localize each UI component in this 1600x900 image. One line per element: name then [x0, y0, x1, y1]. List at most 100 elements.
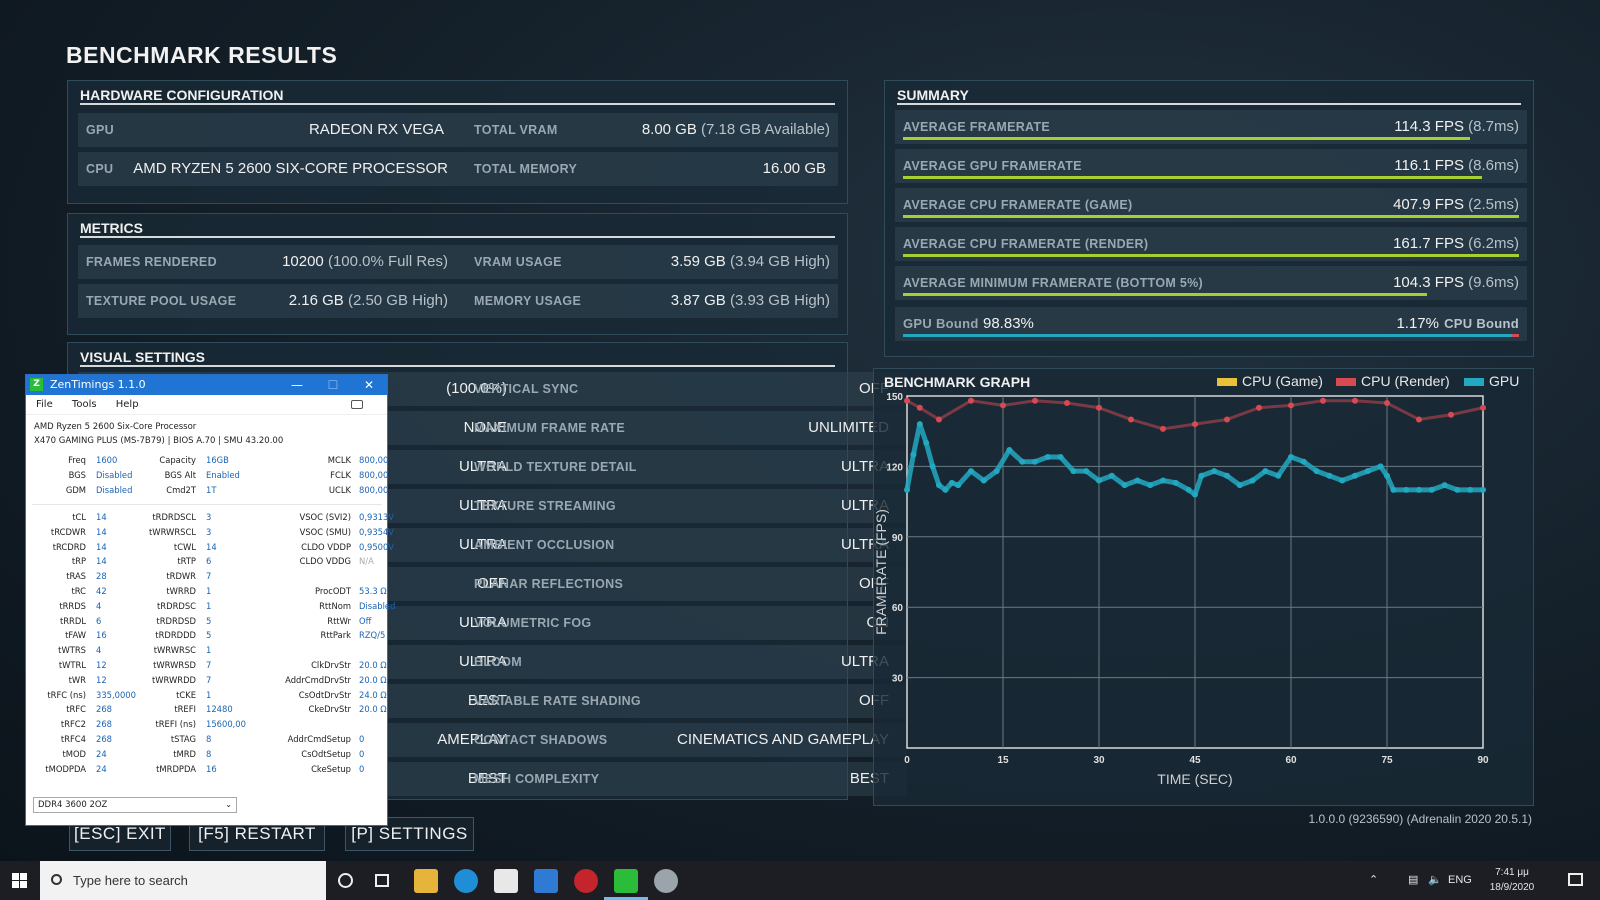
minimize-icon[interactable]: — [291, 378, 303, 392]
setting-label: VARIABLE RATE SHADING [474, 694, 641, 708]
preset-select[interactable]: DDR4 3600 2OZ ⌄ [33, 797, 237, 813]
metrics-row: TEXTURE POOL USAGE 2.16 GB (2.50 GB High… [78, 284, 838, 318]
setting-label: BLOOM [474, 655, 523, 669]
maximize-icon[interactable]: ☐ [327, 378, 339, 392]
timing-value: 12480 [206, 704, 233, 715]
menu-tools[interactable]: Tools [71, 399, 97, 410]
timing-value: 4 [96, 600, 102, 611]
summary-value: 161.7 FPS (6.2ms) [1393, 235, 1519, 252]
cortana-icon[interactable] [338, 873, 353, 888]
file-explorer-icon[interactable] [414, 869, 438, 893]
game-app-icon[interactable] [654, 869, 678, 893]
x-tick-label: 15 [997, 755, 1009, 766]
menu-file[interactable]: File [36, 399, 53, 410]
series-line [904, 421, 1483, 498]
timings-table: Freq 1600 Capacity 16GB MCLK 800,00 BGS Disable… [26, 375, 395, 827]
timing-label: FCLK [330, 470, 351, 480]
volume-icon[interactable]: 🔈 [1428, 874, 1442, 886]
store-icon[interactable] [494, 869, 518, 893]
timing-value: 3 [206, 512, 212, 522]
x-tick-label: 0 [904, 755, 910, 766]
timing-value: 1 [206, 689, 212, 700]
gpu-label: GPU [86, 123, 114, 137]
cpu-value: AMD RYZEN 5 2600 SIX-CORE PROCESSOR [133, 160, 448, 177]
summary-panel: SUMMARY AVERAGE FRAMERATE 114.3 FPS (8.7m… [884, 80, 1534, 357]
setting-left-value: BEST [467, 692, 507, 709]
mail-icon[interactable] [534, 869, 558, 893]
zentimings-titlebar[interactable]: Z ZenTimings 1.1.0 — ☐ ✕ [26, 375, 387, 395]
timing-label: tREFI [174, 704, 196, 715]
total-vram-label: TOTAL VRAM [474, 123, 558, 137]
summary-label: AVERAGE CPU FRAMERATE (RENDER) [903, 237, 1149, 251]
setting-left-value: ULTRA [458, 614, 507, 631]
summary-label: AVERAGE FRAMERATE [903, 120, 1051, 134]
clock[interactable]: 7:41 μμ 18/9/2020 [1484, 865, 1540, 895]
timing-value: 20.0 Ω [359, 704, 387, 715]
task-view-icon[interactable] [375, 874, 389, 887]
taskbar-search-input[interactable]: Type here to search [40, 861, 326, 900]
timing-label: tRDRDSD [156, 615, 196, 626]
timing-label: VSOC (SMU) [299, 526, 351, 537]
windows-start-icon[interactable] [12, 873, 27, 888]
summary-label: AVERAGE MINIMUM FRAMERATE (BOTTOM 5%) [903, 276, 1203, 290]
zentimings-title: ZenTimings 1.1.0 [50, 378, 146, 391]
screenshot-icon[interactable] [351, 400, 363, 409]
timing-label: RttPark [320, 630, 352, 641]
timing-label: MCLK [327, 455, 351, 465]
timing-value: 16GB [206, 455, 229, 465]
timing-label: tCWL [173, 541, 196, 552]
timing-label: CsOdtDrvStr [298, 689, 351, 700]
timing-value: 7 [206, 571, 212, 582]
timing-value: 0 [359, 763, 365, 774]
zentimings-taskbar-icon[interactable] [614, 869, 638, 893]
legend-cpu-render: CPU (Render) [1336, 373, 1450, 389]
timing-label: CLDO VDDP [301, 541, 351, 552]
hardware-heading: HARDWARE CONFIGURATION [80, 87, 835, 105]
setting-left-value: OFF [477, 575, 507, 592]
total-memory-label: TOTAL MEMORY [474, 162, 578, 176]
memory-usage-label: MEMORY USAGE [474, 294, 582, 308]
cpu-bound-bar [1512, 334, 1519, 337]
timing-value: 800,00 [359, 455, 389, 465]
radeon-icon[interactable] [574, 869, 598, 893]
cpu-bound-label: CPU Bound [1444, 316, 1519, 331]
timing-value: Enabled [206, 470, 240, 480]
zentimings-sysinfo: AMD Ryzen 5 2600 Six-Core Processor X470… [26, 415, 387, 448]
summary-row: AVERAGE CPU FRAMERATE (RENDER) 161.7 FPS … [895, 227, 1527, 261]
menu-help[interactable]: Help [115, 399, 139, 410]
notification-icon[interactable] [1568, 873, 1583, 886]
timing-label: VSOC (SVI2) [299, 512, 351, 522]
network-icon[interactable]: ▤ [1408, 874, 1419, 886]
timing-label: tRTP [177, 556, 196, 567]
divider [32, 504, 382, 505]
timing-label: CsOdtSetup [301, 748, 351, 759]
page-title: BENCHMARK RESULTS [66, 42, 338, 68]
timing-label: ProcODT [314, 586, 351, 596]
timing-value: 268 [96, 719, 112, 730]
timing-value: 800,00 [359, 485, 389, 495]
edge-icon[interactable] [454, 869, 478, 893]
visual-settings-heading: VISUAL SETTINGS [80, 349, 835, 367]
timing-value: 6 [206, 556, 212, 567]
metrics-heading: METRICS [80, 220, 835, 238]
setting-label: CONTACT SHADOWS [474, 733, 608, 747]
timing-value: 335,0000 [96, 689, 136, 700]
timing-value: 0,9500V [359, 541, 395, 552]
timing-value: 0,9354V [359, 526, 395, 537]
settings-button[interactable]: [P] SETTINGS [345, 817, 474, 851]
timing-label: AddrCmdSetup [287, 734, 351, 744]
chevron-up-icon[interactable]: ⌃ [1369, 874, 1379, 886]
language-indicator[interactable]: ENG [1448, 874, 1472, 886]
timing-value: 14 [96, 541, 107, 552]
timing-value: 7 [206, 660, 212, 670]
legend-swatch [1217, 378, 1237, 387]
timing-value: 12 [96, 674, 107, 685]
timing-value: 0 [359, 734, 365, 744]
zentimings-menu: File Tools Help [26, 395, 387, 415]
close-icon[interactable]: ✕ [363, 378, 375, 392]
timing-value: Off [359, 615, 372, 626]
timing-label: BGS [68, 470, 86, 480]
timing-label: tWRWRSC [153, 645, 196, 656]
cpu-bound-value: 1.17% [1396, 315, 1439, 332]
legend-cpu-game: CPU (Game) [1217, 373, 1323, 389]
